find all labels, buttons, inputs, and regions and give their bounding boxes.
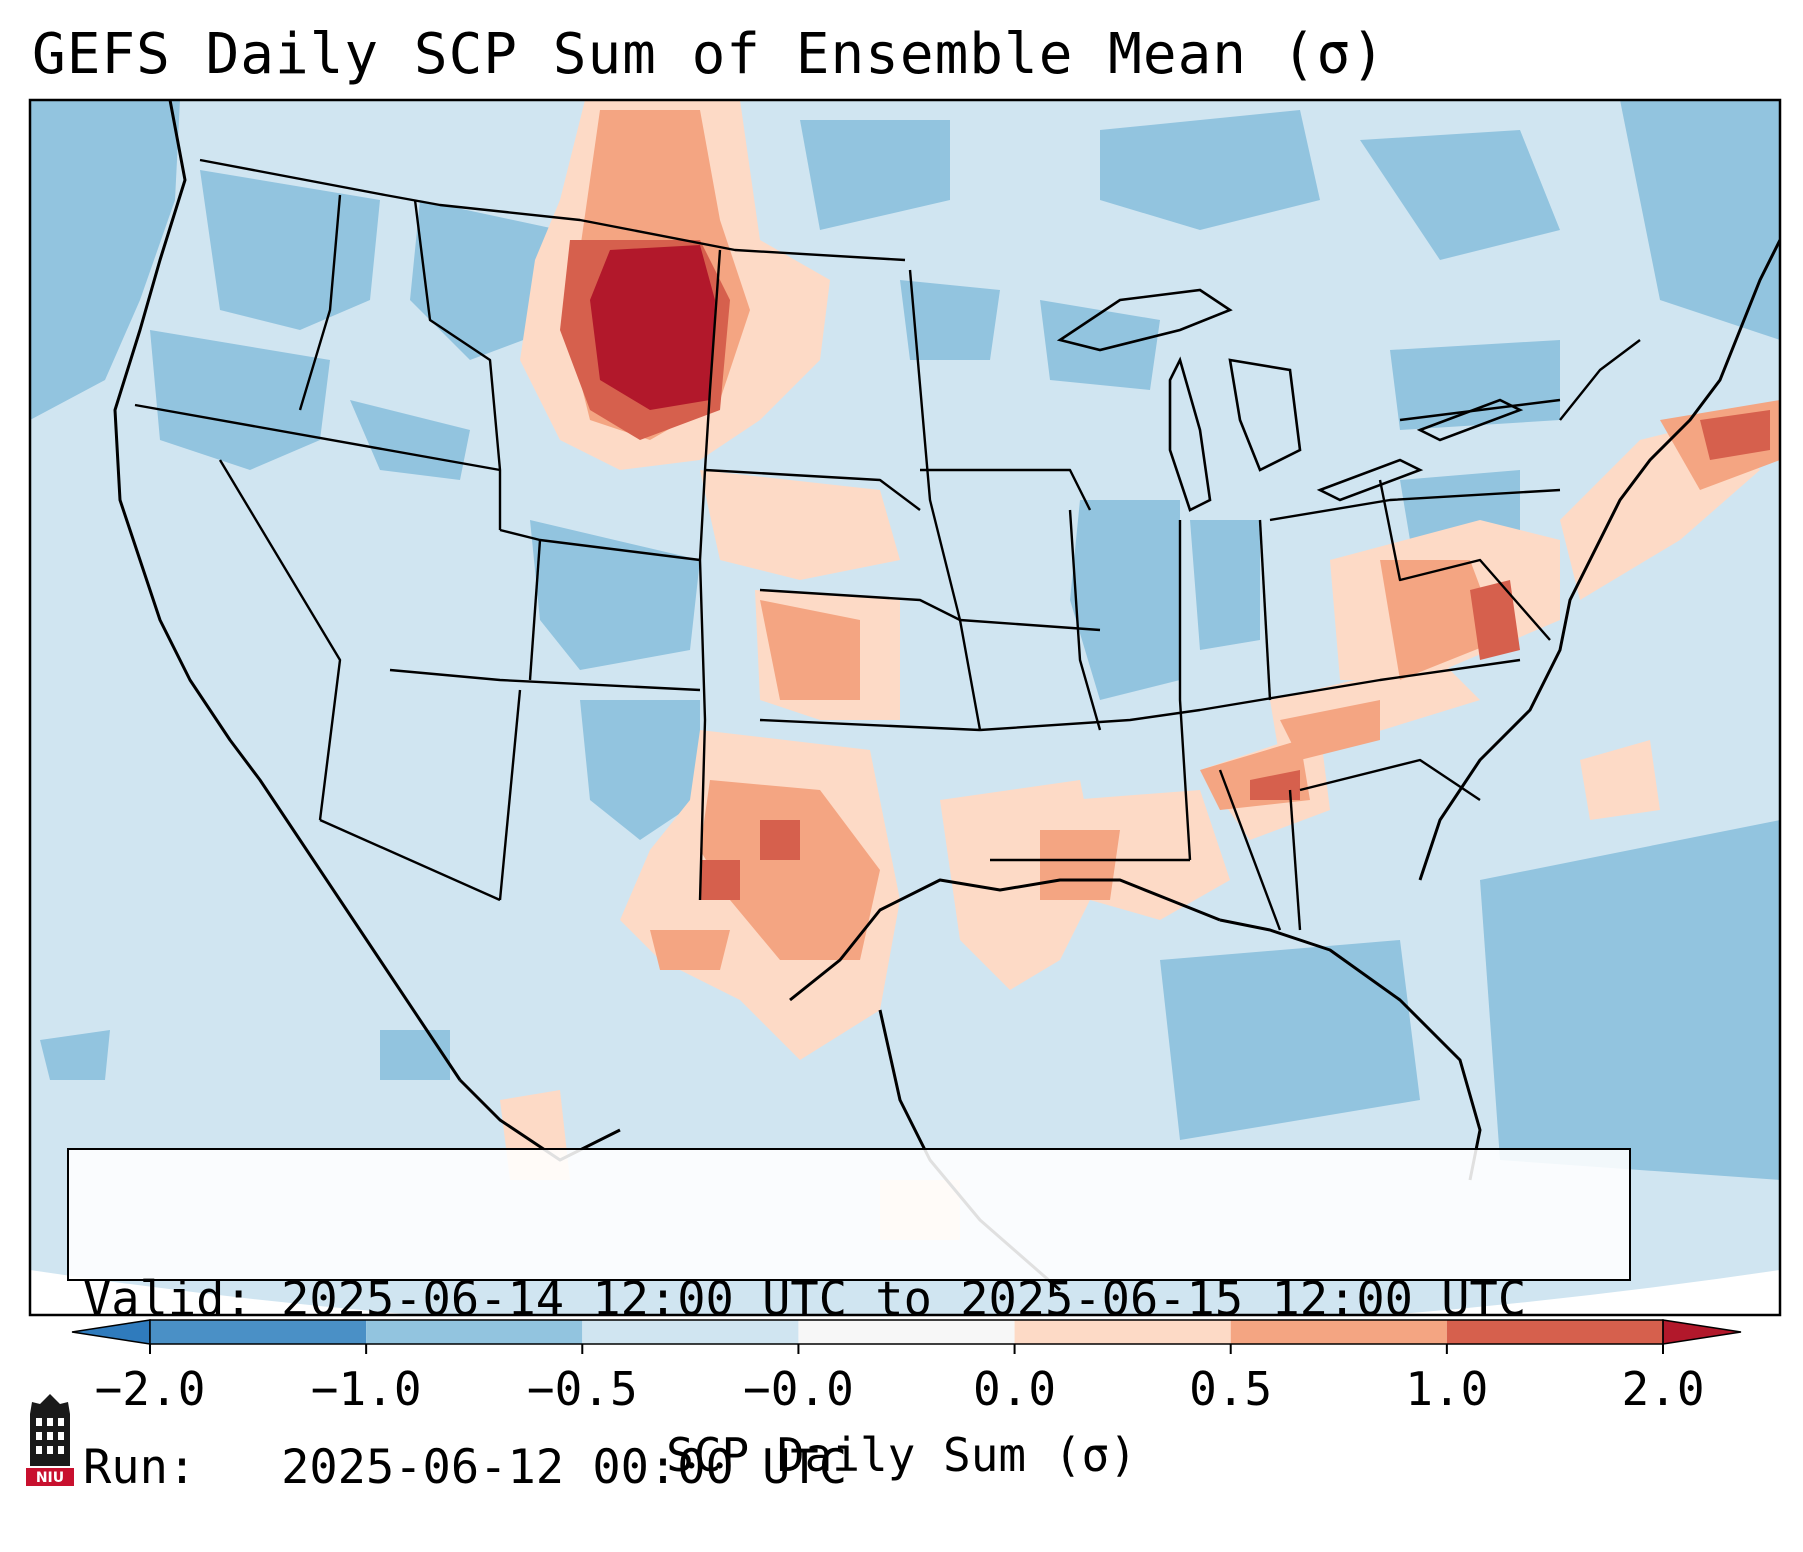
max-anomaly-area — [590, 245, 715, 410]
colorbar-tick-label: −0.5 — [526, 1362, 638, 1416]
colorbar-bin — [1014, 1320, 1231, 1344]
map-title: GEFS Daily SCP Sum of Ensemble Mean (σ) — [32, 22, 1386, 87]
colorbar-outline — [149, 1319, 1664, 1345]
valid-time-text: Valid: 2025-06-14 12:00 UTC to 2025-06-1… — [83, 1272, 1527, 1327]
colorbar-tick-label: 0.5 — [1189, 1362, 1273, 1416]
great-lakes — [1056, 288, 1524, 512]
state-boundaries — [134, 158, 1641, 931]
colorbar-bin — [1230, 1320, 1447, 1344]
negative-anomaly-areas — [30, 100, 1780, 1180]
colorbar-tick-label: −1.0 — [310, 1362, 422, 1416]
colorbar-bin — [798, 1320, 1015, 1344]
map-frame — [28, 98, 1782, 1317]
colorbar-tick-label: −2.0 — [94, 1362, 206, 1416]
niu-logo: NIU — [26, 1394, 74, 1486]
colorbar-bin — [366, 1320, 583, 1344]
colorbar-tick-label: 1.0 — [1405, 1362, 1489, 1416]
colorbar-bin — [150, 1320, 367, 1344]
colorbar-tick-label: 2.0 — [1621, 1362, 1705, 1416]
colorbar-bin — [1446, 1320, 1663, 1344]
colorbar-extend-high — [1662, 1319, 1742, 1345]
colorbar-tick-label: 0.0 — [973, 1362, 1057, 1416]
projection-edge — [30, 1270, 1780, 1315]
map-plot — [28, 98, 1782, 1354]
niu-logo-text: NIU — [36, 1470, 64, 1486]
colorbar-bin — [582, 1320, 799, 1344]
colorbar — [71, 1319, 1742, 1354]
validity-infobox: Valid: 2025-06-14 12:00 UTC to 2025-06-1… — [67, 1148, 1631, 1495]
colorbar-label: SCP Daily Sum (σ) — [666, 1428, 1137, 1482]
colorbar-tick-label: −0.0 — [743, 1362, 854, 1416]
run-time-text: Run: 2025-06-12 00:00 UTC — [83, 1440, 848, 1495]
